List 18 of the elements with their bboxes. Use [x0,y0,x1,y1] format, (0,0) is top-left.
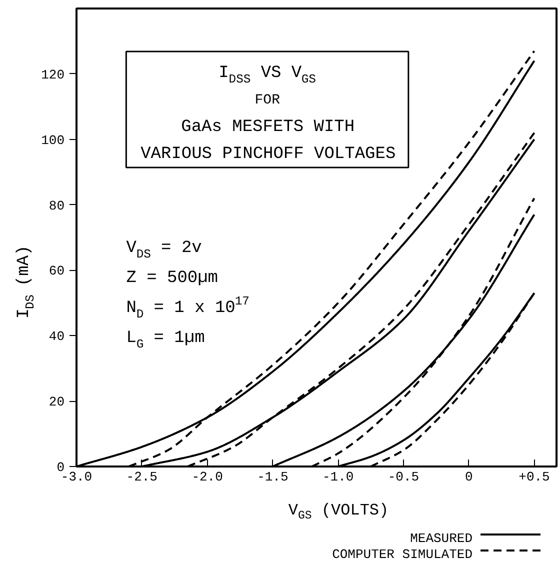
y-tick-label: 40 [48,329,65,344]
legend-label: MEASURED [410,531,473,546]
x-tick-label: -1.0 [322,470,354,484]
x-tick-label: -1.5 [257,470,288,484]
y-tick-label: 60 [48,264,65,279]
x-tick-label: -2.0 [192,470,223,484]
y-tick-label: 20 [48,394,65,410]
y-tick-label: 0 [56,460,65,475]
y-tick-label: 100 [41,132,64,148]
y-tick-label: 80 [48,198,65,214]
y-axis-title: IDS (mA) [15,245,38,319]
x-tick-label: +0.5 [518,470,550,484]
x-tick-label: -2.5 [126,470,158,484]
y-tick-label: 120 [41,67,64,82]
annotation: Z = 500µm [126,269,218,288]
legend-label: COMPUTER SIMULATED [332,547,473,562]
x-tick-label: -0.5 [388,470,420,484]
x-tick-label: 0 [464,470,473,484]
